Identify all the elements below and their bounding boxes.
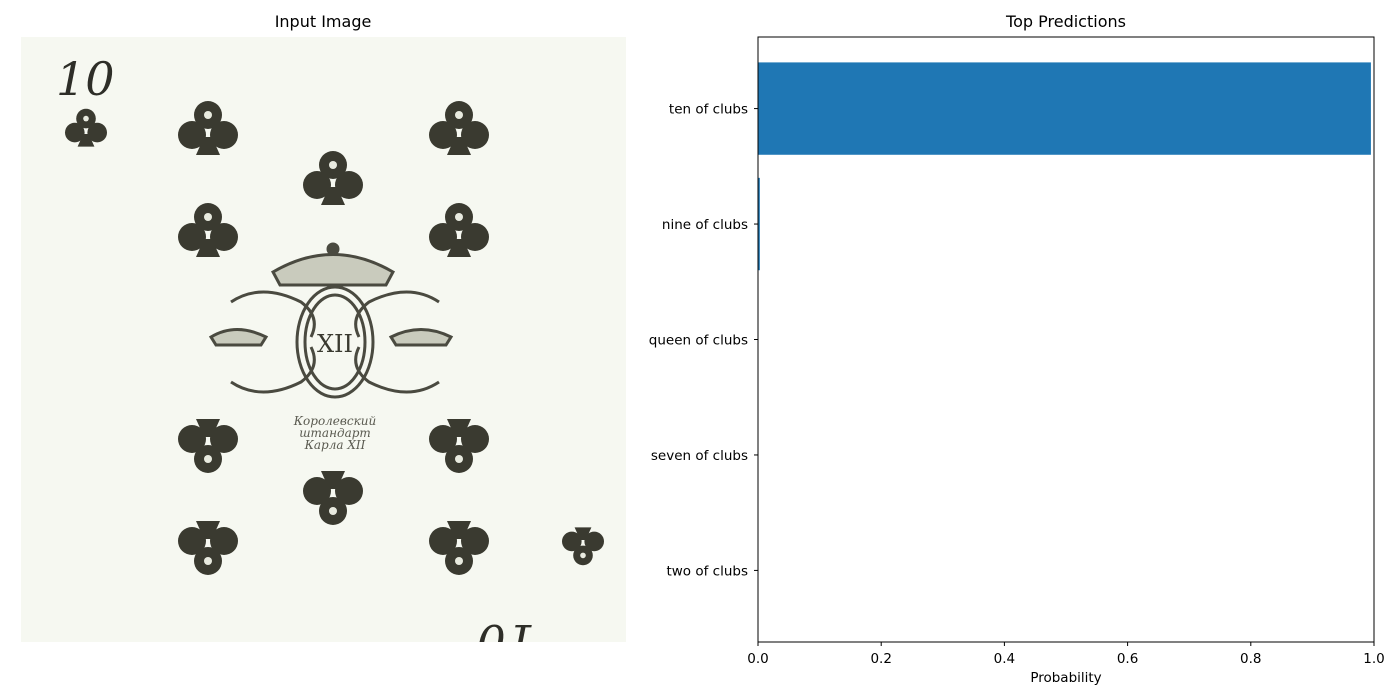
y-axis: ten of clubs nine of clubs queen of clubs s… — [649, 102, 758, 579]
x-axis: 0.0 0.2 0.4 0.6 0.8 1.0 — [747, 642, 1385, 667]
bar-nine-of-clubs — [758, 177, 760, 271]
x-tick-label: 0.6 — [1117, 651, 1138, 667]
y-tick-label: ten of clubs — [669, 102, 748, 118]
card-caption: Королевский штандарт Карла XII — [293, 414, 377, 452]
x-tick-label: 0.8 — [1240, 651, 1261, 667]
bars-group — [758, 62, 1371, 617]
crown-emblem — [208, 242, 454, 399]
x-tick-label: 0.4 — [994, 651, 1015, 667]
chart-title: Top Predictions — [1006, 12, 1126, 31]
y-tick-label: two of clubs — [666, 563, 748, 579]
card-rank-top: 10 — [56, 52, 115, 106]
x-tick-label: 1.0 — [1363, 651, 1384, 667]
y-tick-label: nine of clubs — [662, 217, 748, 233]
input-image-title: Input Image — [274, 12, 372, 31]
bar-ten-of-clubs — [758, 62, 1371, 155]
y-tick-label: seven of clubs — [651, 448, 748, 464]
svg-text:Королевский: Королевский — [293, 414, 377, 428]
card-center-mark: XII — [317, 330, 353, 358]
svg-text:Карла XII: Карла XII — [304, 438, 366, 452]
x-tick-label: 0.0 — [747, 651, 768, 667]
input-card-image: 10 10 — [21, 37, 626, 642]
svg-text:штандарт: штандарт — [299, 426, 371, 440]
card-rank-bottom: 10 — [476, 614, 535, 642]
y-tick-label: queen of clubs — [649, 333, 748, 349]
x-axis-label: Probability — [1030, 670, 1101, 686]
x-tick-label: 0.2 — [870, 651, 891, 667]
